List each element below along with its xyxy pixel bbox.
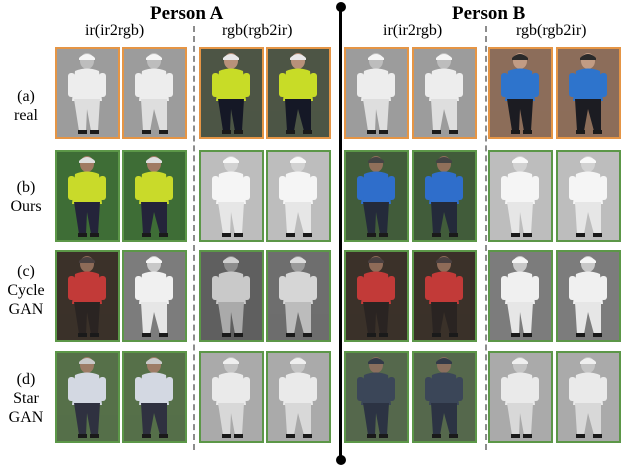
person-image	[344, 150, 409, 242]
divider-top-dot	[336, 2, 346, 12]
column-title-b-rgb: rgb(rgb2ir)	[516, 22, 587, 39]
person-image	[266, 47, 331, 139]
row-tag: (b)	[16, 179, 36, 196]
column-title-a-rgb: rgb(rgb2ir)	[222, 22, 293, 39]
row-name: Ours	[10, 198, 42, 215]
row-label-real: (a) real	[0, 87, 52, 125]
person-figure	[201, 353, 262, 441]
person-image	[488, 351, 553, 443]
person-figure	[490, 49, 551, 137]
person-figure	[490, 252, 551, 340]
person-figure	[490, 353, 551, 441]
person-image	[556, 150, 621, 242]
person-image	[412, 351, 477, 443]
center-divider	[339, 7, 342, 462]
person-figure	[414, 152, 475, 240]
person-figure	[57, 152, 118, 240]
person-figure	[268, 353, 329, 441]
person-image	[55, 250, 120, 342]
person-image	[556, 47, 621, 139]
person-figure	[414, 49, 475, 137]
person-image	[344, 351, 409, 443]
person-figure	[558, 152, 619, 240]
person-figure	[558, 252, 619, 340]
person-image	[199, 47, 264, 139]
divider-bottom-dot	[336, 455, 346, 465]
row-tag: (a)	[17, 88, 35, 105]
person-figure	[414, 252, 475, 340]
person-figure	[268, 152, 329, 240]
person-image	[122, 250, 187, 342]
person-image	[412, 47, 477, 139]
separator-b	[485, 26, 487, 450]
row-name-2: GAN	[8, 409, 44, 426]
person-figure	[346, 353, 407, 441]
person-figure	[57, 252, 118, 340]
person-image	[122, 351, 187, 443]
person-figure	[268, 252, 329, 340]
person-image	[556, 250, 621, 342]
person-image	[266, 150, 331, 242]
person-a-title: Person A	[150, 3, 224, 24]
person-figure	[57, 49, 118, 137]
person-image	[199, 250, 264, 342]
person-figure	[346, 152, 407, 240]
person-image	[122, 47, 187, 139]
person-figure	[558, 49, 619, 137]
person-image	[488, 150, 553, 242]
person-figure	[346, 49, 407, 137]
person-image	[412, 250, 477, 342]
person-figure	[124, 152, 185, 240]
person-image	[55, 150, 120, 242]
row-name: real	[14, 107, 38, 124]
row-name-2: GAN	[8, 301, 44, 318]
person-figure	[201, 152, 262, 240]
person-figure	[124, 353, 185, 441]
person-image	[55, 47, 120, 139]
person-figure	[124, 49, 185, 137]
row-tag: (d)	[16, 371, 36, 388]
person-figure	[57, 353, 118, 441]
person-image	[556, 351, 621, 443]
person-figure	[414, 353, 475, 441]
person-image	[344, 250, 409, 342]
person-b-title: Person B	[452, 3, 526, 24]
person-image	[122, 150, 187, 242]
person-figure	[124, 252, 185, 340]
person-image	[199, 150, 264, 242]
person-figure	[490, 152, 551, 240]
person-image	[55, 351, 120, 443]
row-tag: (c)	[17, 263, 35, 280]
person-image	[412, 150, 477, 242]
person-figure	[201, 49, 262, 137]
person-image	[266, 250, 331, 342]
person-image	[344, 47, 409, 139]
row-label-cyclegan: (c) Cycle GAN	[0, 262, 52, 319]
person-figure	[201, 252, 262, 340]
row-label-ours: (b) Ours	[0, 178, 52, 216]
person-image	[488, 47, 553, 139]
person-image	[199, 351, 264, 443]
row-label-stargan: (d) Star GAN	[0, 370, 52, 427]
person-image	[266, 351, 331, 443]
person-figure	[558, 353, 619, 441]
separator-a	[193, 26, 195, 450]
column-title-b-ir: ir(ir2rgb)	[383, 22, 443, 39]
row-name: Cycle	[7, 282, 45, 299]
person-figure	[268, 49, 329, 137]
column-title-a-ir: ir(ir2rgb)	[85, 22, 145, 39]
person-image	[488, 250, 553, 342]
person-figure	[346, 252, 407, 340]
row-name: Star	[13, 390, 39, 407]
